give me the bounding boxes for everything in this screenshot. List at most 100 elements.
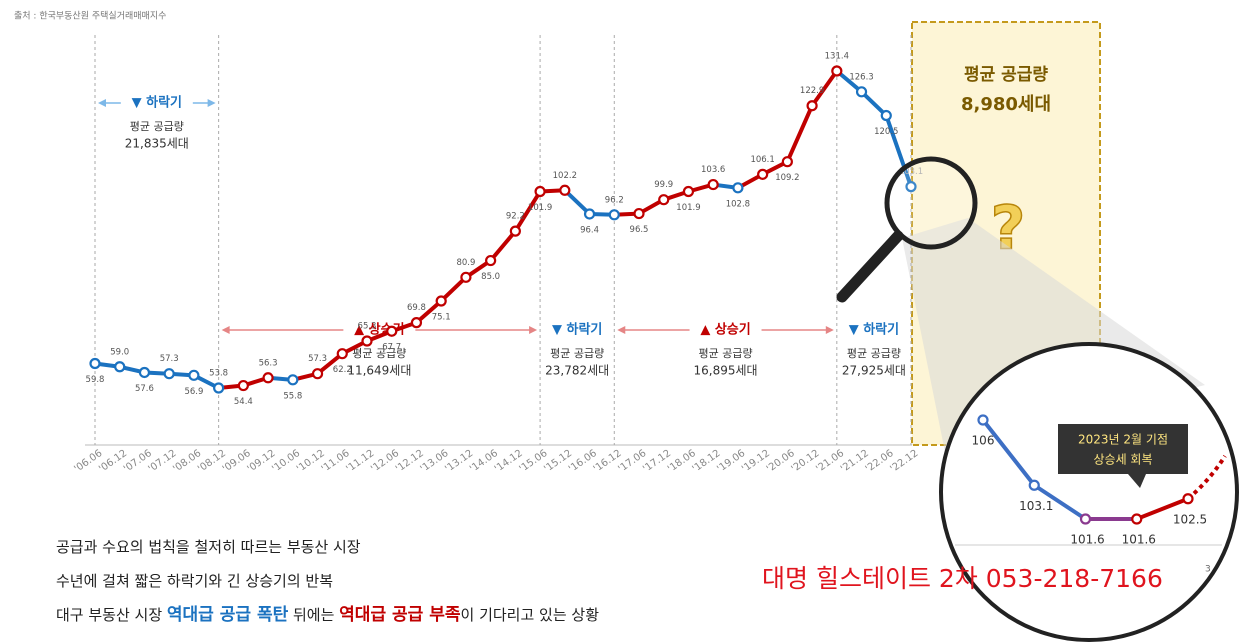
zoom-label: 101.6 (1070, 533, 1104, 547)
data-point (658, 194, 670, 206)
data-point (410, 317, 423, 329)
phase-caption: 평균 공급량 (352, 347, 406, 360)
data-point (732, 182, 744, 194)
phase-label: ▲ 상승기 (700, 323, 750, 338)
zoom-point (1182, 493, 1194, 505)
phase-label: ▼ 하락기 (552, 322, 602, 338)
phase-label: ▼ 하락기 (132, 95, 182, 111)
phase-caption: 평균 공급량 (847, 347, 901, 360)
data-point (855, 86, 868, 98)
arrow-head (221, 326, 230, 334)
data-point (806, 100, 818, 112)
arrow-head (529, 326, 538, 334)
data-label: 56.3 (259, 358, 278, 368)
data-point (287, 374, 299, 386)
data-point (682, 185, 695, 198)
line-segment (562, 188, 592, 216)
callout-text: 2023년 2월 기점 (1078, 433, 1168, 447)
line-segment (439, 275, 468, 303)
data-label: 57.3 (160, 354, 179, 364)
note-text: 대구 부동산 시장 (56, 606, 167, 624)
zoom-circle (939, 342, 1239, 642)
data-point (262, 372, 274, 384)
zoom-plot: 106 103.1 101.6 101.6 102.5 (972, 414, 1227, 547)
phase-caption: 평균 공급량 (698, 347, 752, 360)
data-label: 57.6 (135, 384, 154, 394)
x-tick-label: '22.12 (888, 448, 920, 475)
data-label: 69.8 (407, 303, 426, 313)
data-label: 103.6 (701, 165, 725, 175)
data-label: 59.0 (110, 347, 129, 357)
data-label: 103.1 (899, 167, 923, 177)
arrow-head (207, 99, 216, 107)
line-segment (859, 89, 889, 118)
data-label: 96.4 (580, 225, 599, 235)
data-point (361, 335, 373, 347)
data-point (138, 366, 151, 379)
page-number: 3 (1205, 565, 1211, 575)
data-label: 53.8 (209, 369, 228, 379)
phase-label-bg (343, 321, 416, 339)
data-point (534, 185, 546, 198)
note-line: 공급과 수요의 법칙을 철저히 따르는 부동산 시장 (56, 538, 361, 556)
phase-label-bg (837, 321, 910, 339)
data-point (559, 184, 571, 196)
data-point (114, 361, 126, 373)
source: 출처 : 한국부동산원 주택실거래매매지수 (14, 10, 166, 22)
data-point (89, 357, 101, 370)
note-line: 수년에 걸쳐 짧은 하락기와 긴 상승기의 반복 (56, 572, 333, 590)
phase-amount: 11,649세대 (347, 364, 411, 378)
phase-label-bg (689, 321, 762, 339)
data-label: 109.2 (775, 173, 799, 183)
data-point (509, 225, 521, 237)
data-label: 57.3 (308, 354, 327, 364)
data-point (188, 369, 200, 381)
line-segment (884, 113, 913, 189)
phase-amount: 23,782세대 (545, 364, 609, 378)
magnifier-handle (836, 230, 904, 303)
data-point (583, 208, 596, 220)
data-label: 54.4 (234, 397, 253, 407)
magnifier-lens (884, 156, 978, 250)
zoom-label: 103.1 (1019, 499, 1053, 513)
data-label: 102.2 (553, 171, 577, 181)
data-label: 85.0 (481, 272, 500, 282)
phase-amount: 21,835세대 (125, 137, 189, 151)
phase-label-bg (120, 94, 193, 112)
data-point (435, 295, 447, 307)
arrow-head (825, 326, 834, 334)
phase-caption: 평균 공급량 (550, 347, 604, 360)
data-label: 122.9 (800, 86, 824, 96)
data-point (757, 168, 769, 180)
callout-pointer (1128, 474, 1146, 488)
note-text: 수년에 걸쳐 짧은 하락기와 긴 상승기의 반복 (56, 572, 333, 590)
data-point (880, 109, 892, 122)
note-text: 역대급 공급 폭탄 (167, 605, 289, 625)
data-label: 120.5 (874, 127, 898, 137)
data-point (781, 156, 793, 168)
data-label: 101.9 (528, 203, 552, 213)
note-text: 역대급 공급 부족 (339, 605, 461, 625)
zoom-label: 102.5 (1173, 512, 1207, 526)
line-segment (810, 69, 839, 108)
data-label: 65.3 (358, 322, 377, 332)
note-text: 공급과 수요의 법칙을 철저히 따르는 부동산 시장 (56, 538, 361, 556)
data-label: 59.8 (86, 375, 105, 385)
data-point (237, 379, 249, 392)
arrow-head (98, 99, 106, 107)
line-segment (785, 103, 815, 164)
data-label: 106.1 (750, 155, 774, 165)
data-point (485, 254, 497, 267)
zoom-label: 101.6 (1122, 533, 1156, 547)
data-point (163, 368, 175, 380)
forecast-amount: 8,980세대 (961, 94, 1051, 115)
data-point (707, 178, 719, 191)
zoom-segment (1134, 496, 1190, 521)
phase-label: ▼ 하락기 (849, 322, 899, 338)
data-label: 56.9 (184, 387, 203, 397)
phase-amount: 27,925세대 (842, 364, 906, 378)
